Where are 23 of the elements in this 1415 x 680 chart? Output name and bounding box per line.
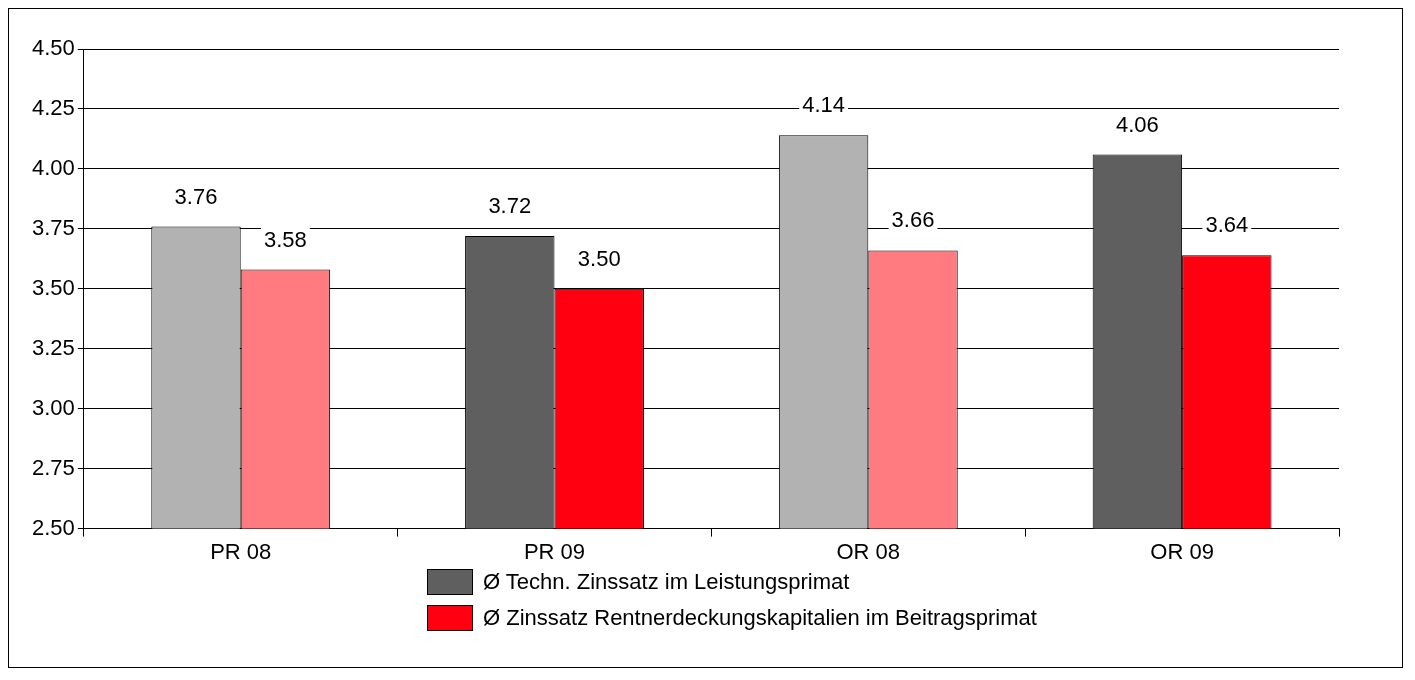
legend-label: Ø Zinssatz Rentnerdeckungskapitalien im Beitragsprimat bbox=[483, 605, 1037, 631]
data-label: 3.76 bbox=[174, 183, 218, 209]
x-tick-label: PR 09 bbox=[523, 538, 586, 564]
y-tick-label: 2.75 bbox=[31, 454, 75, 480]
y-tick-label: 3.50 bbox=[31, 274, 75, 300]
y-tick-label: 2.50 bbox=[31, 514, 75, 540]
data-label: 3.50 bbox=[577, 245, 621, 271]
y-tick-label: 3.25 bbox=[31, 334, 75, 360]
data-label: 3.58 bbox=[264, 226, 307, 252]
data-label: 3.64 bbox=[1205, 212, 1249, 238]
y-tick-label: 4.00 bbox=[31, 154, 75, 180]
data-label: 3.66 bbox=[891, 207, 935, 233]
data-label: 4.14 bbox=[802, 92, 846, 118]
y-tick-label: 3.75 bbox=[31, 214, 75, 240]
y-tick-label: 3.00 bbox=[31, 394, 75, 420]
y-tick-label: 4.25 bbox=[31, 95, 75, 121]
x-tick-label: OR 09 bbox=[1150, 538, 1214, 564]
data-label: 3.72 bbox=[488, 193, 532, 219]
data-label: 4.06 bbox=[1115, 111, 1159, 137]
legend-label: Ø Techn. Zinssatz im Leistungsprimat bbox=[483, 569, 850, 595]
y-tick-label: 4.50 bbox=[31, 35, 75, 61]
x-tick-label: PR 08 bbox=[210, 538, 272, 564]
x-tick-label: OR 08 bbox=[836, 538, 901, 564]
